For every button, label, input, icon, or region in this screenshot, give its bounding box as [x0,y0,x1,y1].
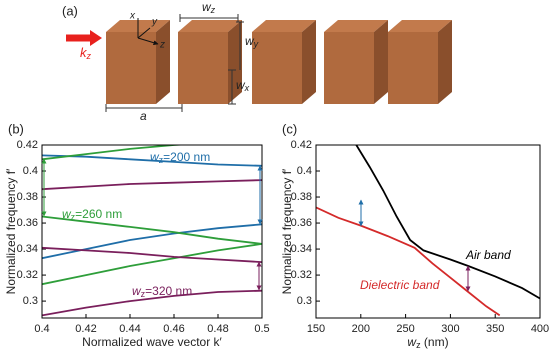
block-array [106,20,452,104]
line [42,179,262,191]
period-label: a [140,109,147,123]
charts: (b)0.30.320.340.360.380.40.420.4 0.42 0.44… [4,121,549,350]
block-side [156,20,170,104]
axis-letter: y [151,17,158,28]
y-tick-label: 0.38 [17,191,38,203]
y-tick-label: 0.3 [297,295,312,307]
x-axis-label: Normalized wave vector k′ [82,335,222,349]
y-tick-label: 0.34 [291,243,312,255]
wave-arrow-head [90,30,102,46]
block-side [438,20,452,104]
y-tick-label: 0.4 [297,165,312,177]
kz-label: kz [80,45,92,61]
x-tick-label: 0.42 [75,323,96,335]
x-tick-label: 0.46 [163,323,184,335]
x-axis-label: wz (nm) [407,335,448,350]
coord-axes [137,18,158,44]
block-top [324,20,388,32]
plot-frame [41,144,263,319]
block-front [324,32,374,104]
y-tick-label: 0.32 [17,269,38,281]
wz-label: wz [202,0,216,15]
panel-label: (c) [282,121,297,136]
axis-letter: z [159,40,165,51]
wy-label: wy [245,34,259,49]
x-tick-label: 150 [307,323,325,335]
block-front [388,32,438,104]
annotation: wz=320 nm [132,284,192,299]
x-tick-label: 200 [352,323,370,335]
period-dim [105,104,183,112]
panel-label: (b) [8,121,24,136]
y-tick-label: 0.34 [17,243,38,255]
block-top [252,20,316,32]
wz-dim [179,14,239,22]
block-front [178,32,228,104]
block-front [106,32,156,104]
plot-frame [315,144,541,319]
y-axis-label: Normalized frequency f′ [280,168,294,294]
y-axis-label: Normalized frequency f′ [4,168,18,294]
line [42,243,262,286]
y-tick-label: 0.42 [17,139,38,151]
line [42,145,190,161]
block-side [374,20,388,104]
line [355,145,540,300]
y-tick-label: 0.36 [17,217,38,229]
wy-dim [236,21,244,70]
y-tick-label: 0.38 [291,191,312,203]
x-tick-label: 350 [486,323,504,335]
annotation: Air band [465,248,511,262]
wx-dim [228,69,236,105]
line [42,154,262,167]
x-tick-label: 0.48 [207,323,228,335]
annotation: wz=260 nm [62,207,122,222]
y-tick-label: 0.4 [23,165,38,177]
line [42,289,262,317]
x-tick-label: 300 [441,323,459,335]
panel-label: (a) [62,3,78,18]
y-tick-label: 0.3 [23,295,38,307]
annotation: wz=200 nm [150,150,210,165]
wx-label: wx [236,78,250,93]
axis-letter: x [129,11,136,22]
block-top [388,20,452,32]
y-tick-label: 0.36 [291,217,312,229]
x-tick-label: 0.5 [254,323,269,335]
line [42,246,262,263]
x-tick-label: 250 [396,323,414,335]
block-front [252,32,302,104]
x-tick-label: 0.44 [119,323,140,335]
chart: (b) 0.3 0.32 0.34 0.36 0.38 0.4 0.42 0.4 0.42 0.44… [4,121,269,349]
y-tick-label: 0.42 [291,139,312,151]
line [316,206,501,317]
chart: (c) 0.3 0.32 0.34 0.36 0.38 0.4 0.42 150 200 250 30… [280,121,549,350]
block-top [178,20,242,32]
x-tick-label: 400 [531,323,549,335]
annotation: Dielectric band [360,278,440,292]
y-tick-label: 0.32 [291,269,312,281]
x-tick-label: 0.4 [34,323,49,335]
block-side [302,20,316,104]
line [42,215,262,245]
